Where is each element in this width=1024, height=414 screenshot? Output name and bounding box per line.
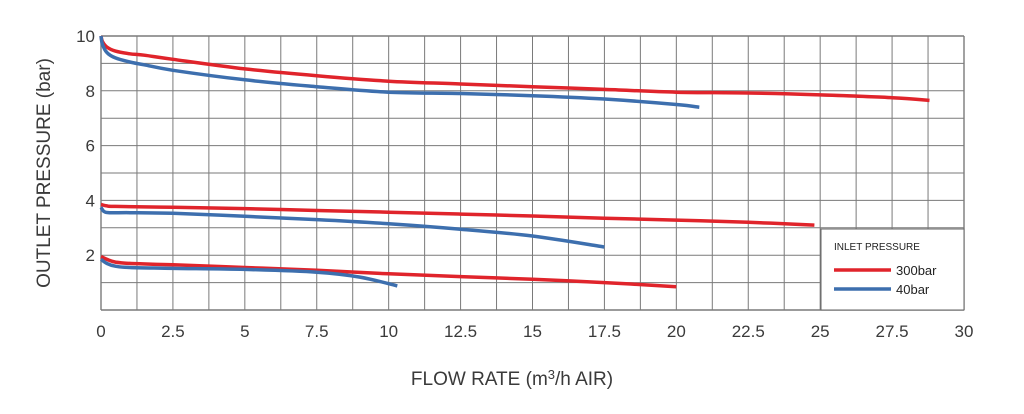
y-tick-label: 6 (86, 137, 95, 156)
x-tick-label: 7.5 (305, 322, 329, 341)
legend-label-300bar: 300bar (896, 263, 937, 278)
series-layer (99, 35, 930, 289)
y-tick-label: 10 (76, 27, 95, 46)
x-tick-label: 10 (379, 322, 398, 341)
x-tick-label: 20 (667, 322, 686, 341)
legend: INLET PRESSURE 300bar 40bar (820, 228, 965, 311)
x-tick-label: 15 (523, 322, 542, 341)
x-tick-label: 0 (96, 322, 105, 341)
x-tick-label: 22.5 (732, 322, 765, 341)
tick-labels: 0 2.5 5 7.5 10 12.5 15 17.5 20 22.5 25 27.5 30 2 4 6 8 10 (76, 27, 973, 341)
y-axis-title: OUTLET PRESSURE (bar) (34, 58, 55, 288)
x-tick-label: 17.5 (588, 322, 621, 341)
x-tick-label: 2.5 (161, 322, 185, 341)
legend-label-40bar: 40bar (896, 282, 930, 297)
y-tick-label: 2 (86, 246, 95, 265)
series-line-1 (99, 35, 700, 109)
x-axis-title: FLOW RATE (m3/h AIR) (411, 367, 613, 390)
legend-title: INLET PRESSURE (834, 242, 920, 253)
legend-box (820, 228, 965, 311)
y-tick-label: 4 (86, 191, 95, 210)
series-line-2 (100, 202, 815, 227)
x-tick-label: 27.5 (876, 322, 909, 341)
x-tick-label: 30 (955, 322, 974, 341)
x-tick-label: 12.5 (444, 322, 477, 341)
x-tick-label: 5 (240, 322, 249, 341)
y-tick-label: 8 (86, 82, 95, 101)
series-line-0 (99, 35, 930, 103)
x-tick-label: 25 (811, 322, 830, 341)
series-line-5 (99, 257, 398, 288)
series-line-3 (99, 206, 605, 249)
